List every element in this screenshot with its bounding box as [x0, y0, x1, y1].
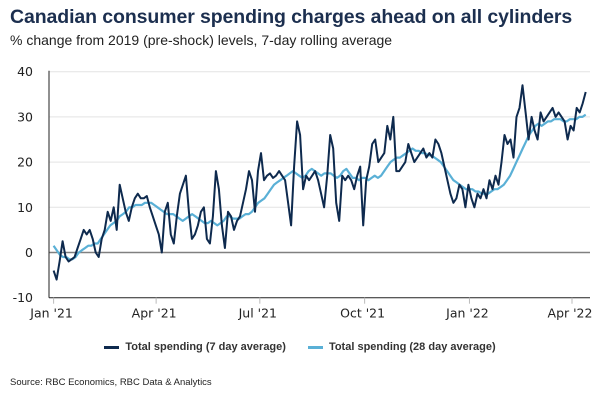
- legend-label-7day: Total spending (7 day average): [125, 341, 286, 353]
- x-axis: Jan '21 Apr '21 Jul '21 Oct '21 Jan '22 Apr '…: [29, 297, 593, 321]
- legend-label-28day: Total spending (28 day average): [328, 341, 496, 353]
- chart-subtitle: % change from 2019 (pre-shock) levels, 7…: [10, 32, 393, 48]
- legend-swatch-7day: [104, 345, 120, 349]
- series-line-7day: [52, 84, 587, 281]
- chart-title: Canadian consumer spending charges ahead…: [10, 6, 573, 28]
- x-tick-label: Apr '21: [132, 306, 177, 321]
- x-tick-label: Jul '21: [238, 306, 277, 321]
- y-tick-label: -10: [13, 290, 33, 305]
- series-lines: [52, 84, 587, 281]
- series-line-28day: [52, 113, 587, 261]
- gridlines: [49, 71, 590, 254]
- y-tick-label: 40: [17, 64, 33, 79]
- y-tick-label: 10: [17, 200, 33, 215]
- x-tick-label: Jan '22: [445, 306, 489, 321]
- y-tick-label: 20: [17, 155, 33, 170]
- legend-swatch-28day: [307, 345, 323, 349]
- y-tick-label: 0: [25, 245, 33, 260]
- y-tick-label: 30: [17, 109, 33, 124]
- y-axis: 40 30 20 10 0 -10: [13, 64, 50, 305]
- legend-item-7day[interactable]: Total spending (7 day average): [104, 341, 286, 353]
- x-tick-label: Oct '21: [340, 306, 385, 321]
- source-note: Source: RBC Economics, RBC Data & Analyt…: [10, 377, 212, 388]
- legend-item-28day[interactable]: Total spending (28 day average): [307, 341, 496, 353]
- x-tick-label: Jan '21: [29, 306, 73, 321]
- legend: Total spending (7 day average) Total spe…: [0, 341, 600, 353]
- x-tick-label: Apr '22: [548, 306, 593, 321]
